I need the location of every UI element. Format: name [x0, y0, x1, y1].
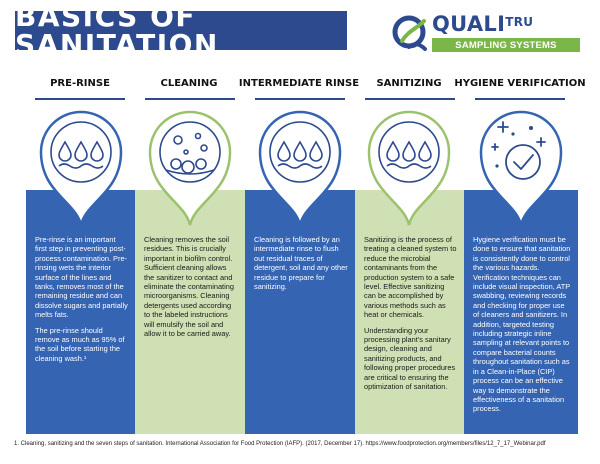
- column-pre-rinse: Pre-rinse is an important first step in …: [26, 190, 135, 434]
- soap-bubbles-icon: [165, 132, 215, 175]
- hygiene-verification-paragraph-1: Hygiene verification must be done to ens…: [473, 235, 571, 414]
- column-text: Sanitizing is the process of treating a …: [364, 235, 457, 398]
- logo-brand: QUALITRU: [432, 12, 534, 36]
- column-text: Hygiene verification must be done to ens…: [473, 235, 571, 420]
- pre-rinse-paragraph-2: The pre-rinse should remove as much as 9…: [35, 325, 125, 363]
- pre-rinse-pin: [39, 110, 123, 226]
- heading-hygiene-verification: HYGIENE VERIFICATION: [454, 77, 586, 89]
- footnote: 1. Cleaning, sanitizing and the seven st…: [14, 441, 546, 447]
- water-droplets-icon: [386, 140, 432, 169]
- column-hygiene-verification: Hygiene verification must be done to ens…: [464, 190, 578, 434]
- column-text: Pre-rinse is an important first step in …: [35, 235, 128, 369]
- heading-pre-rinse: PRE-RINSE: [50, 77, 110, 89]
- title-banner: BASICS OF SANITATION: [15, 2, 347, 58]
- column-cleaning: Cleaning removes the soil residues. This…: [135, 190, 245, 434]
- water-droplets-icon: [58, 140, 104, 169]
- heading-cleaning: CLEANING: [160, 77, 218, 89]
- qualitru-logo: QUALITRU SAMPLING SYSTEMS: [392, 13, 592, 57]
- heading-sanitizing: SANITIZING: [376, 77, 442, 89]
- cleaning-paragraph-1: Cleaning removes the soil residues. This…: [144, 235, 234, 339]
- hygiene-verification-pin: [479, 110, 563, 226]
- logo-subtitle: SAMPLING SYSTEMS: [432, 38, 580, 52]
- heading-intermediate-rinse: INTERMEDIATE RINSE: [238, 77, 360, 89]
- water-droplets-icon: [277, 140, 323, 169]
- checkmark-sparkle-icon: [491, 121, 546, 180]
- page-title: BASICS OF SANITATION: [15, 0, 219, 61]
- pre-rinse-paragraph-1: Pre-rinse is an important first step in …: [35, 235, 128, 320]
- heading-underline: [145, 98, 235, 100]
- logo-mark-icon: [392, 15, 427, 51]
- cleaning-pin: [148, 110, 232, 226]
- column-text: Cleaning is followed by an intermediate …: [254, 235, 348, 297]
- column-sanitizing: Sanitizing is the process of treating a …: [355, 190, 464, 434]
- heading-underline: [35, 98, 125, 100]
- column-text: Cleaning removes the soil residues. This…: [144, 235, 238, 344]
- heading-underline: [365, 98, 455, 100]
- sanitizing-paragraph-1: Sanitizing is the process of treating a …: [364, 235, 457, 320]
- column-intermediate-rinse: Cleaning is followed by an intermediate …: [245, 190, 355, 434]
- sanitizing-paragraph-2: Understanding your processing plant's sa…: [364, 325, 456, 392]
- sanitizing-pin: [367, 110, 451, 226]
- intermediate-rinse-paragraph-1: Cleaning is followed by an intermediate …: [254, 235, 348, 292]
- heading-underline: [255, 98, 345, 100]
- heading-underline: [475, 98, 565, 100]
- intermediate-rinse-pin: [258, 110, 342, 226]
